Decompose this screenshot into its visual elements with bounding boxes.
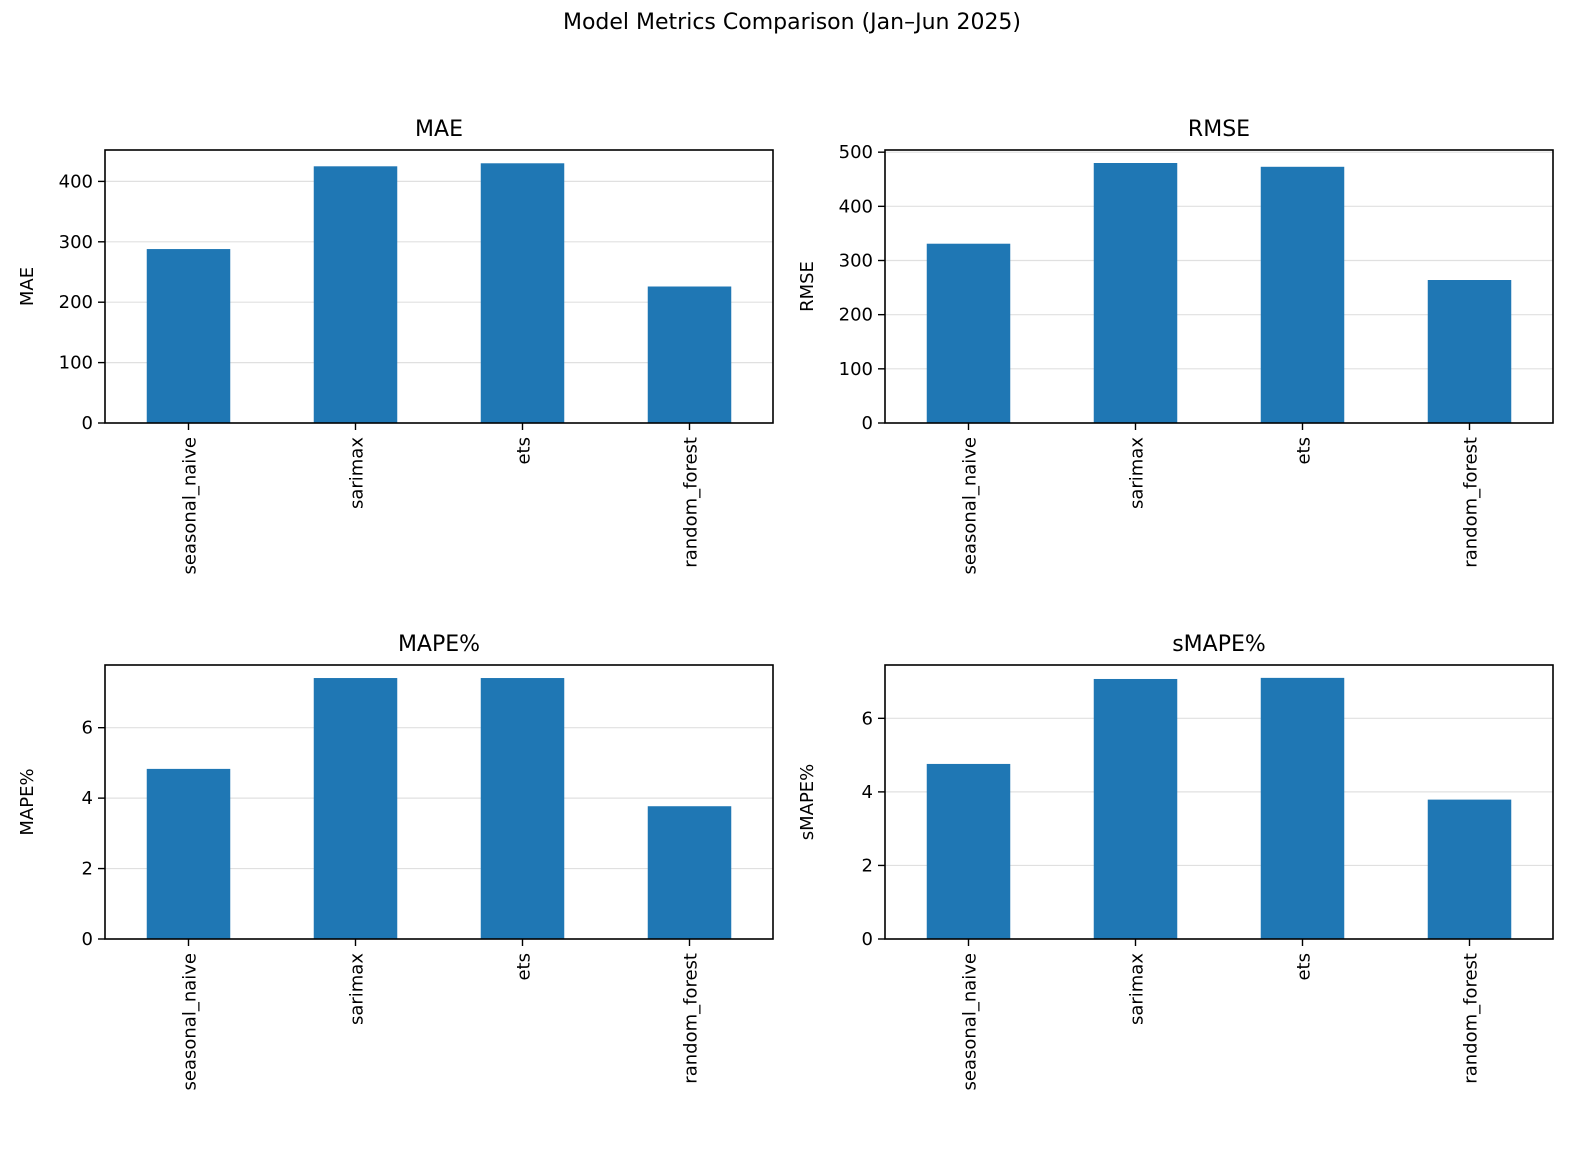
bar-ets [1260, 677, 1345, 939]
bar-ets [480, 678, 565, 939]
panel-title: RMSE [1188, 117, 1250, 142]
y-tick-label: 4 [862, 782, 873, 803]
bar-random-forest [1427, 280, 1512, 423]
bar-seasonal-naive [146, 768, 231, 939]
x-tick-label: sarimax [1127, 953, 1148, 1025]
panel-title: sMAPE% [1172, 632, 1266, 657]
bar-sarimax [1093, 163, 1178, 423]
chart-panel-mape: 0 2 4 6 seasonal_naive sarimax ets random_fores… [17, 632, 774, 1090]
y-axis-label: sMAPE% [797, 764, 818, 841]
bar-seasonal-naive [146, 249, 231, 423]
y-tick-label: 300 [839, 251, 873, 272]
panel-title: MAE [415, 117, 463, 142]
y-axis-label: MAE [17, 267, 38, 306]
y-tick-label: 6 [82, 718, 93, 739]
x-tick-label: sarimax [1127, 437, 1148, 509]
x-tick-label: seasonal_naive [180, 437, 201, 574]
figure-title: Model Metrics Comparison (Jan–Jun 2025) [562, 10, 1022, 35]
plot-frame [104, 149, 774, 424]
y-tick-label: 100 [839, 359, 873, 380]
x-tick-label: sarimax [347, 953, 368, 1025]
bar-ets [1260, 166, 1345, 423]
y-tick-label: 500 [839, 142, 873, 163]
chart-panel-rmse: 0 100 200 300 400 500 seasonal_naive sarimax ets… [797, 117, 1554, 574]
bar-seasonal-naive [926, 763, 1011, 939]
x-tick-label: ets [1294, 953, 1315, 981]
x-tick-label: random_forest [1461, 953, 1482, 1084]
y-axis-label: RMSE [797, 261, 818, 312]
y-tick-label: 2 [82, 859, 93, 880]
panel-title: MAPE% [398, 632, 480, 657]
x-tick-label: seasonal_naive [960, 953, 981, 1090]
x-tick-label: random_forest [1461, 437, 1482, 568]
y-tick-label: 200 [59, 292, 93, 313]
bar-seasonal-naive [926, 243, 1011, 423]
plot-frame [104, 664, 774, 940]
x-tick-label: random_forest [681, 953, 702, 1084]
y-tick-label: 400 [59, 171, 93, 192]
chart-panel-smape: 0 2 4 6 seasonal_naive sarimax ets random_fores… [797, 632, 1554, 1090]
bar-sarimax [313, 678, 398, 939]
y-tick-label: 0 [82, 413, 93, 434]
x-tick-label: sarimax [347, 437, 368, 509]
bar-sarimax [313, 166, 398, 423]
bar-random-forest [647, 806, 732, 939]
y-tick-label: 4 [82, 788, 93, 809]
y-tick-label: 0 [862, 413, 873, 434]
y-tick-label: 100 [59, 353, 93, 374]
y-tick-label: 200 [839, 305, 873, 326]
y-tick-label: 0 [82, 929, 93, 950]
x-tick-label: ets [514, 437, 535, 465]
bar-random-forest [1427, 799, 1512, 939]
plot-frame [884, 149, 1554, 424]
y-tick-label: 2 [862, 855, 873, 876]
bar-ets [480, 163, 565, 424]
bar-random-forest [647, 286, 732, 423]
x-tick-label: random_forest [681, 437, 702, 568]
y-tick-label: 6 [862, 708, 873, 729]
y-tick-label: 300 [59, 232, 93, 253]
x-tick-label: seasonal_naive [180, 953, 201, 1090]
x-tick-label: ets [514, 953, 535, 981]
y-axis-label: MAPE% [17, 768, 38, 835]
plot-frame [884, 664, 1554, 940]
bar-sarimax [1093, 678, 1178, 939]
x-tick-label: ets [1294, 437, 1315, 465]
y-tick-label: 0 [862, 929, 873, 950]
chart-panel-mae: 0 100 200 300 400 seasonal_naive sarimax ets ran… [17, 117, 774, 574]
y-tick-label: 400 [839, 196, 873, 217]
x-tick-label: seasonal_naive [960, 437, 981, 574]
